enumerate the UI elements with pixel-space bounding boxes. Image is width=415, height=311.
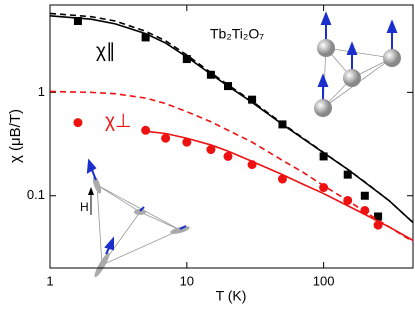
data-point (223, 151, 233, 161)
data-point (141, 125, 151, 135)
data-point (161, 133, 171, 143)
data-point (73, 118, 83, 128)
legend-label: χ∥ (96, 41, 115, 62)
data-point (319, 152, 328, 161)
curve (49, 12, 414, 224)
data-point (277, 174, 287, 184)
chart-title: Tb₂Ti₂O₇ (210, 26, 264, 42)
inset-field: H (80, 158, 190, 278)
data-point (374, 212, 383, 221)
data-point (319, 183, 329, 193)
data-point (182, 55, 191, 64)
data-point (182, 137, 192, 147)
data-point (343, 170, 352, 179)
y-tick-label: 1 (38, 84, 45, 99)
legend-label: χ⊥ (105, 111, 132, 132)
data-point (360, 191, 369, 200)
x-tick-label: 10 (180, 273, 194, 288)
data-point (248, 95, 257, 104)
inset-tetrahedron (314, 11, 401, 117)
x-tick-label: 1 (46, 273, 53, 288)
x-tick-label: 100 (313, 273, 335, 288)
data-point (141, 33, 150, 42)
y-axis-label: χ (μB/T) (7, 109, 24, 163)
curve (145, 130, 414, 242)
data-point (206, 145, 216, 155)
x-axis-label: T (K) (216, 288, 247, 304)
data-point (73, 17, 82, 26)
plot-frame (49, 4, 414, 269)
curve (49, 90, 414, 243)
y-tick-label: 0.1 (27, 187, 45, 202)
svg-text:H: H (80, 200, 89, 214)
